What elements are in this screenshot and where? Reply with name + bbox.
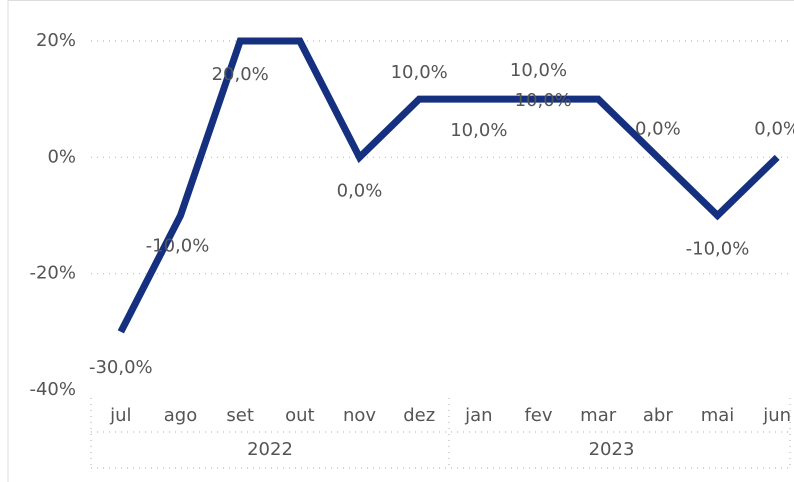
data-label: 0,0% bbox=[337, 180, 383, 201]
x-tick-label: mai bbox=[701, 405, 735, 426]
data-label: 20,0% bbox=[212, 64, 269, 85]
x-tick-label: dez bbox=[403, 405, 435, 426]
x-tick-label: fev bbox=[524, 405, 552, 426]
data-label: 10,0% bbox=[515, 90, 572, 111]
x-tick-label: nov bbox=[343, 405, 376, 426]
data-label: -10,0% bbox=[146, 236, 210, 257]
x-tick-label: set bbox=[226, 405, 254, 426]
data-label: -30,0% bbox=[89, 357, 153, 378]
x-group-label: 2022 bbox=[247, 439, 293, 460]
y-tick-label: -20% bbox=[29, 263, 76, 284]
x-tick-label: ago bbox=[164, 405, 197, 426]
x-tick-label: jul bbox=[109, 405, 131, 426]
x-tick-label: abr bbox=[643, 405, 673, 426]
x-tick-label: jun bbox=[762, 405, 791, 426]
line bbox=[117, 37, 780, 334]
x-tick-label: mar bbox=[580, 405, 617, 426]
y-tick-label: 0% bbox=[47, 146, 76, 167]
data-label: -10,0% bbox=[686, 239, 750, 260]
x-group-label: 2023 bbox=[589, 439, 635, 460]
x-tick-label: out bbox=[285, 405, 314, 426]
data-label: 10,0% bbox=[510, 60, 567, 81]
y-tick-label: -40% bbox=[29, 379, 76, 400]
data-label: 10,0% bbox=[391, 62, 448, 83]
x-tick-label: jan bbox=[464, 405, 492, 426]
data-label: 0,0% bbox=[754, 118, 794, 139]
data-label: 10,0% bbox=[450, 120, 507, 141]
data-label: 0,0% bbox=[635, 118, 681, 139]
y-tick-label: 20% bbox=[36, 30, 76, 51]
